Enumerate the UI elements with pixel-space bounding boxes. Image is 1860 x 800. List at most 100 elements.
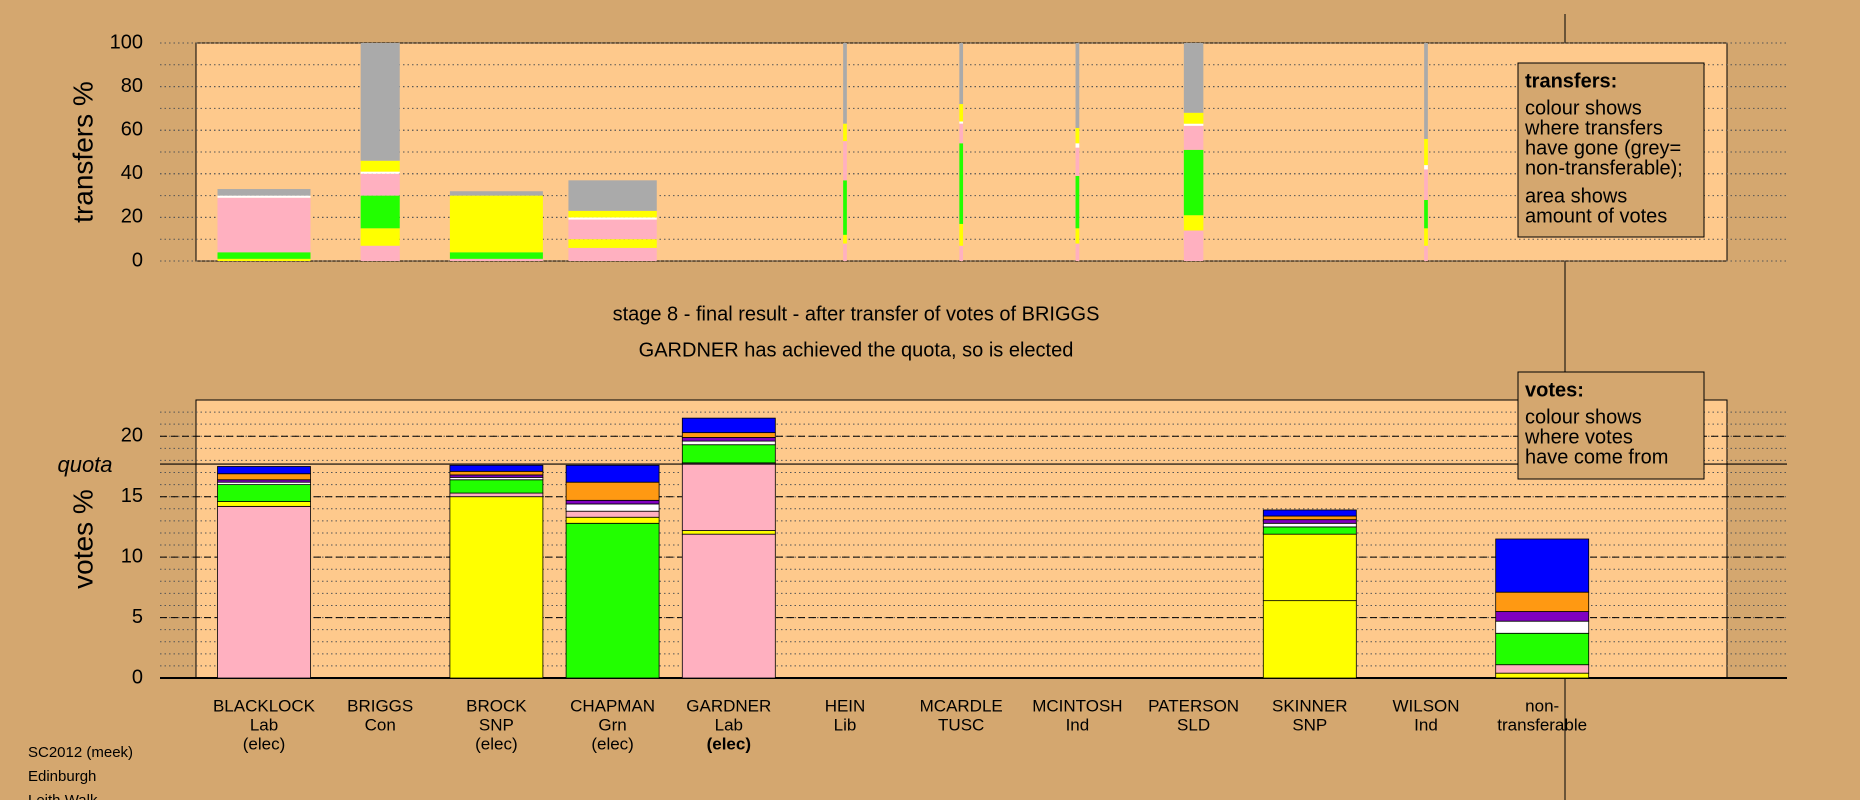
- bar-segment: [360, 43, 400, 161]
- bar-segment: [1075, 143, 1080, 148]
- legend-line: have gone (grey=: [1525, 137, 1681, 159]
- bar-segment: [449, 470, 544, 476]
- bar-segment: [1495, 620, 1590, 634]
- bar-segment: [1262, 526, 1357, 535]
- footer-text: Leith Walk: [28, 792, 98, 800]
- y-tick-label: 100: [110, 31, 143, 53]
- bar-segment: [449, 258, 543, 261]
- bar-segment: [1183, 149, 1204, 216]
- bar-segment: [681, 437, 776, 442]
- bar-segment: [1183, 112, 1204, 124]
- y-tick-label: 80: [121, 75, 143, 97]
- bar-segment: [681, 432, 776, 438]
- bar-segment: [1183, 215, 1204, 231]
- bar-segment: [681, 417, 776, 434]
- x-tick-label: TUSC: [938, 715, 984, 734]
- bar-segment: [568, 210, 657, 218]
- bar-segment: [1424, 43, 1428, 139]
- bar-segment: [217, 473, 311, 481]
- legend-line: where transfers: [1524, 117, 1663, 139]
- bar-segment: [360, 160, 400, 172]
- bar-segment: [681, 444, 776, 464]
- legend-box: [1517, 371, 1705, 480]
- x-tick-label: WILSON: [1392, 696, 1459, 715]
- bar-segment: [959, 104, 964, 122]
- bar-segment: [843, 123, 847, 142]
- y-axis-label: transfers %: [67, 81, 98, 223]
- x-tick-label: Grn: [598, 715, 626, 734]
- x-tick-label: Lab: [715, 715, 743, 734]
- x-tick-label: Ind: [1066, 715, 1090, 734]
- bar-segment: [959, 223, 964, 246]
- bar-segment: [360, 173, 400, 196]
- footer-text: SC2012 (meek): [28, 744, 133, 761]
- x-tick-label: (elec): [475, 734, 518, 753]
- legend-line: colour shows: [1525, 97, 1642, 119]
- bar-segment: [959, 43, 964, 105]
- x-tick-label: transferable: [1497, 715, 1587, 734]
- bar-segment: [217, 501, 311, 507]
- bar-segment: [1262, 522, 1357, 528]
- x-tick-label: (elec): [243, 734, 286, 753]
- bar-segment: [1262, 533, 1357, 602]
- bar-segment: [1262, 519, 1357, 524]
- x-tick-label: (elec): [591, 734, 634, 753]
- bar-segment: [449, 191, 543, 196]
- x-tick-label: GARDNER: [686, 696, 771, 715]
- bar-segment: [1183, 230, 1204, 261]
- y-tick-label: 5: [132, 606, 143, 628]
- bar-segment: [1495, 672, 1590, 679]
- bar-segment: [1183, 43, 1204, 113]
- bar-segment: [449, 492, 544, 498]
- bar-segment: [681, 533, 776, 679]
- bar-segment: [843, 180, 847, 235]
- chart-title: stage 8 - final result - after transfer …: [613, 303, 1100, 325]
- x-tick-label: Lib: [834, 715, 857, 734]
- bar-segment: [360, 195, 400, 229]
- bar-segment: [1424, 228, 1428, 246]
- bar-segment: [1424, 165, 1428, 170]
- bar-segment: [843, 243, 847, 261]
- y-tick-label: 20: [121, 425, 143, 447]
- x-tick-label: (elec): [707, 734, 751, 753]
- bar-segment: [1495, 611, 1590, 622]
- x-tick-label: SLD: [1177, 715, 1210, 734]
- x-tick-label: MCINTOSH: [1032, 696, 1122, 715]
- bar-segment: [217, 189, 311, 196]
- footer-text: Edinburgh: [28, 768, 96, 785]
- bar-segment: [959, 143, 964, 224]
- bar-segment: [217, 466, 311, 475]
- y-tick-label: 10: [121, 545, 143, 567]
- bar-segment: [449, 496, 544, 679]
- x-tick-label: HEIN: [825, 696, 866, 715]
- bar-segment: [565, 522, 660, 679]
- bar-segment: [959, 123, 964, 144]
- bar-segment: [1075, 228, 1080, 244]
- bar-segment: [360, 228, 400, 246]
- bar-segment: [1495, 591, 1590, 612]
- legend-line: area shows: [1525, 185, 1627, 207]
- legend-title: transfers:: [1525, 70, 1617, 92]
- y-tick-label: 20: [121, 206, 143, 228]
- legend-title: votes:: [1525, 379, 1584, 401]
- x-tick-label: non-: [1525, 696, 1559, 715]
- bar-segment: [449, 479, 544, 494]
- bar-segment: [568, 239, 657, 248]
- legend-line: where votes: [1524, 426, 1633, 448]
- y-tick-label: 0: [132, 249, 143, 271]
- bar-segment: [843, 141, 847, 181]
- bar-segment: [1424, 169, 1428, 200]
- bar-segment: [1262, 509, 1357, 517]
- x-tick-label: SNP: [479, 715, 514, 734]
- legend-line: amount of votes: [1525, 205, 1667, 227]
- y-tick-label: 60: [121, 118, 143, 140]
- bar-segment: [565, 499, 660, 505]
- bar-segment: [565, 481, 660, 501]
- bar-segment: [1424, 245, 1428, 261]
- bar-segment: [565, 464, 660, 483]
- y-axis-label: votes %: [67, 489, 98, 589]
- y-tick-label: 15: [121, 485, 143, 507]
- bar-segment: [959, 121, 964, 124]
- bar-segment: [217, 197, 311, 253]
